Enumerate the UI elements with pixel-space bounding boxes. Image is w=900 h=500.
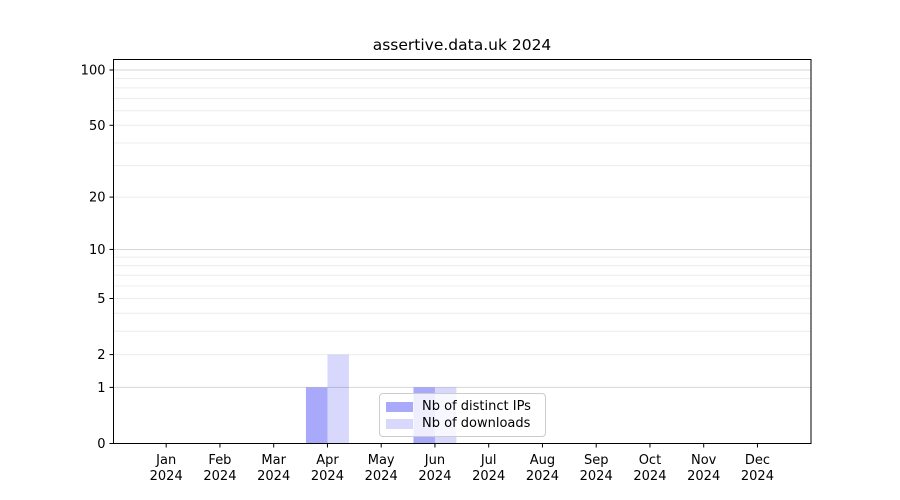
y-tick-label: 5 <box>97 292 105 307</box>
x-tick-label-year: 2024 <box>472 469 505 484</box>
x-tick-label-year: 2024 <box>687 469 720 484</box>
y-tick-label: 100 <box>81 64 106 79</box>
x-tick-label-month: Jul <box>480 453 497 468</box>
x-tick-label-month: Mar <box>261 453 286 468</box>
x-tick-label-month: Apr <box>316 453 339 468</box>
x-tick-label-month: May <box>368 453 395 468</box>
x-tick-label-month: Oct <box>639 453 661 468</box>
chart-title: assertive.data.uk 2024 <box>372 36 552 54</box>
bar-downloads-apr <box>327 354 349 444</box>
legend: Nb of distinct IPs Nb of downloads <box>379 393 546 437</box>
legend-swatch-distinct-ips-icon <box>386 401 413 412</box>
x-tick-label-year: 2024 <box>526 469 559 484</box>
legend-entry-distinct-ips: Nb of distinct IPs <box>386 398 539 415</box>
legend-label-downloads: Nb of downloads <box>422 416 531 431</box>
x-tick-label-year: 2024 <box>418 469 451 484</box>
legend-swatch-downloads-icon <box>386 418 413 429</box>
x-tick-label-year: 2024 <box>257 469 290 484</box>
y-tick-label: 0 <box>97 437 105 452</box>
x-tick-label-month: Feb <box>208 453 231 468</box>
x-tick-label-month: Jun <box>424 453 445 468</box>
x-tick-label-month: Jan <box>155 453 176 468</box>
bar-distinct-ips-apr <box>305 387 328 444</box>
x-tick-label-year: 2024 <box>150 469 183 484</box>
y-tick-label: 20 <box>89 191 106 206</box>
legend-label-distinct-ips: Nb of distinct IPs <box>422 399 531 414</box>
legend-entry-downloads: Nb of downloads <box>386 415 539 432</box>
x-tick-label-year: 2024 <box>580 469 613 484</box>
x-tick-label-year: 2024 <box>365 469 398 484</box>
x-tick-label-month: Dec <box>745 453 770 468</box>
plot-border <box>113 59 812 444</box>
y-tick-label: 1 <box>97 381 105 396</box>
y-tick-label: 50 <box>89 119 106 134</box>
x-tick-label-year: 2024 <box>203 469 236 484</box>
x-tick-label-month: Aug <box>530 453 555 468</box>
x-tick-label-year: 2024 <box>311 469 344 484</box>
plot-background <box>113 59 811 444</box>
x-tick-label-month: Nov <box>691 453 717 468</box>
x-tick-label-year: 2024 <box>633 469 666 484</box>
y-tick-label: 10 <box>89 243 106 258</box>
y-tick-label: 2 <box>97 348 105 363</box>
x-tick-label-month: Sep <box>584 453 609 468</box>
x-tick-label-year: 2024 <box>741 469 774 484</box>
